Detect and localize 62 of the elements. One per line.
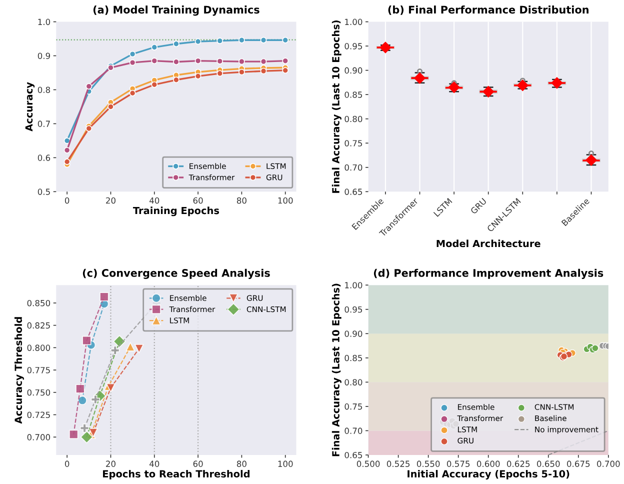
y-tick-label: 1.0 <box>38 18 50 26</box>
chart-title: (b) Final Performance Distribution <box>388 6 588 15</box>
chart-title: (a) Model Training Dynamics <box>93 6 260 16</box>
x-tick-label: 0.550 <box>416 460 440 467</box>
y-axis-title: Final Accuracy (Last 10 Epochs) <box>332 284 342 456</box>
chart-title: (d) Performance Improvement Analysis <box>374 268 604 279</box>
x-tick-label: 80 <box>236 460 246 467</box>
y-axis-title: Final Accuracy (Last 10 Epochs) <box>332 20 342 193</box>
y-tick-label: 0.85 <box>344 354 362 362</box>
y-tick-label: 0.5 <box>38 188 50 195</box>
y-tick-label: 0.90 <box>344 330 362 337</box>
x-axis-title: Initial Accuracy (Epochs 5-10) <box>408 470 570 480</box>
y-tick-label: 0.70 <box>344 428 362 434</box>
y-tick-label: 0.700 <box>27 434 50 440</box>
x-tick-label: 40 <box>149 460 160 467</box>
x-tick-label: 0.525 <box>386 460 410 467</box>
y-tick-label: 0.750 <box>27 389 50 396</box>
y-tick-label: 0.75 <box>344 403 362 410</box>
y-tick-label: 1.00 <box>345 282 362 288</box>
y-tick-label: 0.95 <box>344 43 362 50</box>
y-tick-label: 0.6 <box>38 154 50 161</box>
x-tick-label: 60 <box>193 197 203 204</box>
y-axis-title: Accuracy Threshold <box>14 317 24 424</box>
y-tick-label: 0.825 <box>27 322 50 329</box>
y-axis-title: Accuracy <box>25 82 35 132</box>
x-tick-label: 0.575 <box>446 460 470 467</box>
y-tick-label: 0.9 <box>38 52 50 60</box>
x-tick-label: 0.600 <box>476 460 500 467</box>
y-tick-label: 0.95 <box>344 306 362 313</box>
x-axis-title: Training Epochs <box>133 206 220 216</box>
x-axis-title: Epochs to Reach Threshold <box>103 470 250 480</box>
y-tick-label: 0.775 <box>27 367 50 374</box>
x-tick-label: 60 <box>193 460 203 467</box>
x-tick-label: 20 <box>106 197 116 204</box>
y-tick-label: 0.8 <box>38 86 50 94</box>
y-tick-label: 0.65 <box>344 188 362 195</box>
y-tick-label: 0.7 <box>38 120 50 127</box>
y-tick-label: 0.80 <box>344 116 362 122</box>
x-tick-label: 0.625 <box>506 460 530 467</box>
x-tick-label: 0.650 <box>536 460 560 467</box>
x-tick-label: 100 <box>278 460 293 467</box>
x-tick-label: 0.500 <box>356 460 380 467</box>
x-tick-label: 20 <box>106 460 116 467</box>
x-axis-title: Model Architecture <box>436 240 540 248</box>
x-tick-label: 0 <box>64 197 70 204</box>
y-tick-label: 0.800 <box>27 344 50 351</box>
x-tick-label: 100 <box>278 197 293 204</box>
y-tick-label: 0.85 <box>344 92 362 98</box>
y-tick-label: 0.65 <box>344 452 362 458</box>
y-tick-label: 0.725 <box>27 412 50 418</box>
y-tick-label: 0.850 <box>27 300 50 306</box>
x-tick-label: 0.675 <box>567 460 590 467</box>
x-tick-label: 0 <box>64 460 70 467</box>
y-tick-label: 0.90 <box>344 67 362 74</box>
chart-title: (c) Convergence Speed Analysis <box>82 268 270 279</box>
x-tick-label: 40 <box>149 197 160 204</box>
x-tick-label: 0.700 <box>597 460 620 467</box>
x-tick-label: 80 <box>236 197 246 204</box>
y-tick-label: 1.00 <box>345 18 362 26</box>
y-tick-label: 0.70 <box>344 164 362 171</box>
y-tick-label: 0.80 <box>344 379 362 386</box>
y-tick-label: 0.75 <box>344 140 362 146</box>
